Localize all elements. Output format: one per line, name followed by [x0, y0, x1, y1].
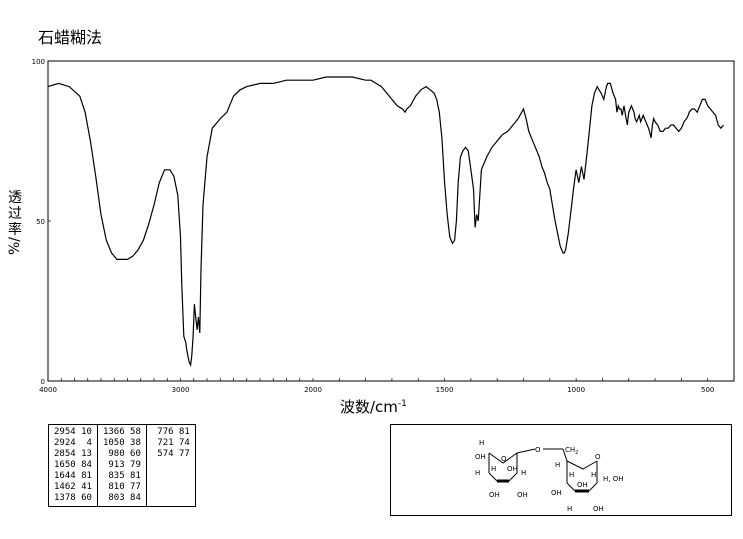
y-tick-label: 100	[32, 58, 45, 66]
peak-column-2: 1366 58 1050 38 980 60 913 79 835 81 810 …	[96, 424, 147, 507]
right-glucose-ring	[543, 448, 598, 493]
structure-diagram: H OH O H OH H H OH OH O CH2 O H H, OH H …	[475, 439, 624, 513]
left-galactose-ring	[488, 448, 536, 483]
peak-column-3: 776 81 721 74 574 77	[145, 424, 196, 507]
struct-label-h: H	[569, 471, 574, 479]
struct-label-h: H	[479, 439, 484, 447]
peak-table: 2954 10 2924 4 2854 13 1650 84 1644 81 1462 4…	[48, 424, 196, 507]
x-tick-label: 3000	[172, 386, 190, 394]
struct-label-oh: OH	[593, 505, 604, 513]
struct-label-h: H	[521, 469, 526, 477]
peak-entry: 803 84	[102, 493, 141, 503]
x-axis-unit-exponent: -1	[397, 399, 407, 409]
struct-label-o: O	[535, 446, 541, 454]
peak-entry: 574 77	[151, 449, 190, 459]
x-tick-label: 500	[701, 386, 714, 394]
peak-entry: 1378 60	[54, 493, 92, 503]
structure-box: H OH O H OH H H OH OH O CH2 O H H, OH H …	[390, 424, 732, 516]
x-tick-label: 4000	[39, 386, 57, 394]
peak-column-1: 2954 10 2924 4 2854 13 1650 84 1644 81 1462 4…	[48, 424, 98, 507]
y-tick-label: 0	[41, 378, 45, 386]
struct-label-oh: OH	[489, 491, 500, 499]
struct-label-ch2-base: CH	[565, 446, 575, 454]
chart-title: 石蜡糊法	[38, 28, 103, 47]
peak-entry: 980 60	[102, 449, 141, 459]
y-axis-label: 透过率 %/	[6, 190, 24, 255]
struct-label-o: O	[595, 453, 601, 461]
struct-label-oh: OH	[551, 489, 562, 497]
struct-label-anomeric: H, OH	[603, 475, 624, 483]
peak-entry: 721 74	[151, 438, 190, 448]
struct-label-h: H	[475, 469, 480, 477]
peak-entry: 1462 41	[54, 482, 92, 492]
peak-entry: 1050 38	[102, 438, 141, 448]
struct-label-o: O	[501, 455, 507, 463]
peak-entry: 913 79	[102, 460, 141, 470]
x-axis-label-text: 波数/cm	[340, 398, 398, 416]
y-axis-unit: %/	[7, 236, 23, 255]
x-axis-label: 波数/cm-1	[340, 396, 407, 417]
peak-entry: 835 81	[102, 471, 141, 481]
peak-entry: 1644 81	[54, 471, 92, 481]
x-tick-label: 2000	[304, 386, 322, 394]
x-tick-label: 1500	[436, 386, 454, 394]
struct-label-h: H	[591, 471, 596, 479]
plot-frame	[47, 60, 735, 382]
struct-label-h: H	[555, 461, 560, 469]
struct-label-oh: OH	[475, 453, 486, 461]
peak-entry: 810 77	[102, 482, 141, 492]
struct-label-h: H	[491, 465, 496, 473]
struct-label-oh: OH	[577, 481, 588, 489]
peak-entry: 1366 58	[102, 427, 141, 437]
peak-entry: 1650 84	[54, 460, 92, 470]
struct-label-oh: OH	[507, 465, 518, 473]
peak-entry: 2854 13	[54, 449, 92, 459]
y-axis-label-text: 透过率	[8, 190, 22, 238]
struct-label-h: H	[567, 505, 572, 513]
struct-label-ch2-sub: 2	[575, 450, 578, 456]
peak-entry: 776 81	[151, 427, 190, 437]
struct-label-oh: OH	[517, 491, 528, 499]
peak-table-row: 2954 10 2924 4 2854 13 1650 84 1644 81 1462 4…	[48, 424, 196, 507]
y-tick-label: 50	[36, 218, 45, 226]
peak-entry: 2954 10	[54, 427, 92, 437]
peak-entry: 2924 4	[54, 438, 92, 448]
struct-label-ch2: CH2	[565, 446, 578, 456]
x-tick-label: 1000	[567, 386, 585, 394]
spectrum-line	[47, 76, 724, 368]
